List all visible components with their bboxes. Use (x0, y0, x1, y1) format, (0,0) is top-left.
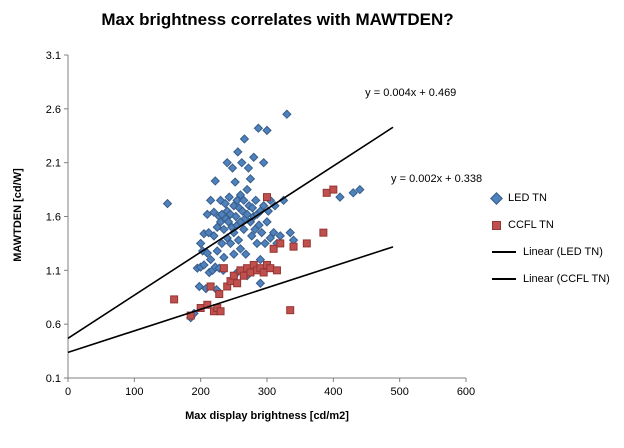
chart-title: Max brightness correlates with MAWTDEN? (101, 10, 454, 29)
legend-label-linear-ccfl: Linear (CCFL TN) (523, 273, 610, 285)
legend-item-linear-led: Linear (LED TN) (492, 246, 610, 258)
ccfl-square-icon (492, 220, 501, 230)
svg-text:3.1: 3.1 (46, 50, 61, 62)
trendline-icon (492, 251, 516, 253)
legend-item-ccfl: CCFL TN (492, 219, 610, 231)
svg-text:500: 500 (390, 386, 408, 398)
x-axis-title: Max display brightness [cd/m2] (185, 410, 349, 422)
legend: LED TN CCFL TN Linear (LED TN) Linear (C… (490, 191, 610, 285)
svg-text:400: 400 (324, 386, 342, 398)
svg-text:2.1: 2.1 (46, 158, 61, 170)
svg-text:2.6: 2.6 (46, 104, 61, 116)
svg-text:0.1: 0.1 (46, 373, 61, 385)
led-diamond-icon (490, 191, 503, 205)
legend-label-ccfl: CCFL TN (508, 219, 554, 231)
legend-label-linear-led: Linear (LED TN) (523, 246, 603, 258)
legend-label-led: LED TN (508, 192, 547, 204)
svg-text:600: 600 (457, 386, 475, 398)
svg-text:0: 0 (65, 386, 71, 398)
legend-item-linear-ccfl: Linear (CCFL TN) (492, 273, 610, 285)
legend-item-led: LED TN (490, 191, 610, 205)
trendline-equation-led: y = 0.004x + 0.469 (365, 86, 457, 99)
svg-text:300: 300 (258, 386, 276, 398)
svg-text:100: 100 (125, 386, 143, 398)
svg-text:1.1: 1.1 (46, 265, 61, 277)
y-axis-title: MAWTDEN [cd/W] (12, 168, 24, 262)
trendline-icon (492, 278, 516, 280)
trendline-equation-ccfl: y = 0.002x + 0.338 (391, 172, 483, 185)
svg-text:0.6: 0.6 (46, 319, 61, 331)
svg-text:200: 200 (191, 386, 209, 398)
svg-text:1.6: 1.6 (46, 212, 61, 224)
